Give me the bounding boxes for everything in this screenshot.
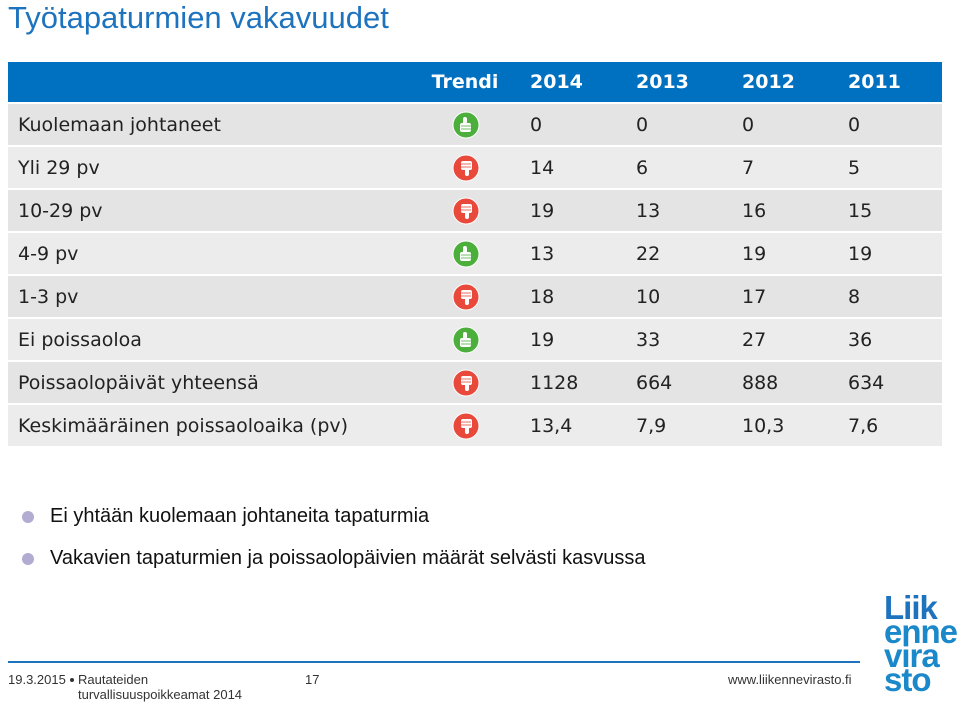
footer-date: 19.3.2015: [8, 672, 66, 687]
bullet-dot: [22, 553, 34, 565]
row-label: Poissaolopäivät yhteensä: [18, 372, 259, 394]
header-cell: 2011: [848, 71, 901, 93]
header-row: [8, 62, 942, 102]
value-cell: 7: [742, 157, 755, 179]
footer-sep: [70, 678, 74, 682]
thumb-up-icon: [452, 326, 480, 354]
value-cell: 6: [636, 157, 649, 179]
thumb-down-icon: [452, 197, 480, 225]
thumb-down-icon: [452, 369, 480, 397]
value-cell: 10,3: [742, 415, 785, 437]
bullet-dot: [22, 511, 34, 523]
value-cell: 13: [530, 243, 555, 265]
value-cell: 15: [848, 200, 873, 222]
row-label: 1-3 pv: [18, 286, 79, 308]
bullet-text: Ei yhtään kuolemaan johtaneita tapaturmi…: [50, 505, 430, 527]
value-cell: 8: [848, 286, 861, 308]
value-cell: 5: [848, 157, 861, 179]
value-cell: 19: [530, 200, 555, 222]
value-cell: 664: [636, 372, 673, 394]
thumb-down-icon: [452, 283, 480, 311]
value-cell: 634: [848, 372, 885, 394]
value-cell: 10: [636, 286, 661, 308]
value-cell: 7,9: [636, 415, 667, 437]
value-cell: 888: [742, 372, 779, 394]
slide-title: Työtapaturmien vakavuudet: [8, 0, 389, 35]
logo-text: vira: [884, 637, 940, 674]
logo-text: Liik: [884, 589, 938, 626]
value-cell: 16: [742, 200, 767, 222]
value-cell: 33: [636, 329, 661, 351]
logo-text: enne: [884, 613, 958, 650]
value-cell: 19: [742, 243, 767, 265]
value-cell: 0: [742, 114, 755, 136]
bullet-text: Vakavien tapaturmien ja poissaolopäivien…: [50, 547, 646, 569]
header-cell: 2012: [742, 71, 795, 93]
footer-line: [8, 661, 860, 663]
row-label: Ei poissaoloa: [18, 329, 142, 351]
logo-text: sto: [884, 661, 931, 698]
footer-url: www.liikennevirasto.fi: [728, 672, 852, 687]
row-label: 4-9 pv: [18, 243, 79, 265]
row-label: Yli 29 pv: [18, 157, 100, 179]
value-cell: 13,4: [530, 415, 573, 437]
value-cell: 27: [742, 329, 767, 351]
value-cell: 0: [636, 114, 649, 136]
value-cell: 18: [530, 286, 555, 308]
thumb-up-icon: [452, 111, 480, 139]
header-cell: 2013: [636, 71, 689, 93]
value-cell: 0: [848, 114, 861, 136]
value-cell: 19: [848, 243, 873, 265]
thumb-up-icon: [452, 240, 480, 268]
thumb-down-icon: [452, 154, 480, 182]
value-cell: 14: [530, 157, 555, 179]
value-cell: 13: [636, 200, 661, 222]
value-cell: 0: [530, 114, 543, 136]
value-cell: 17: [742, 286, 767, 308]
value-cell: 19: [530, 329, 555, 351]
footer-source: turvallisuuspoikkeamat 2014: [78, 687, 243, 702]
thumb-down-icon: [452, 412, 480, 440]
header-cell: Trendi: [431, 71, 499, 93]
header-cell: 2014: [530, 71, 583, 93]
row-label: Keskimääräinen poissaoloaika (pv): [18, 415, 349, 437]
row-label: 10-29 pv: [18, 200, 103, 222]
value-cell: 7,6: [848, 415, 879, 437]
row-label: Kuolemaan johtaneet: [18, 114, 221, 136]
value-cell: 1128: [530, 372, 579, 394]
value-cell: 36: [848, 329, 873, 351]
footer-source: Rautateiden: [78, 672, 149, 687]
value-cell: 22: [636, 243, 661, 265]
page-number: 17: [305, 672, 320, 687]
